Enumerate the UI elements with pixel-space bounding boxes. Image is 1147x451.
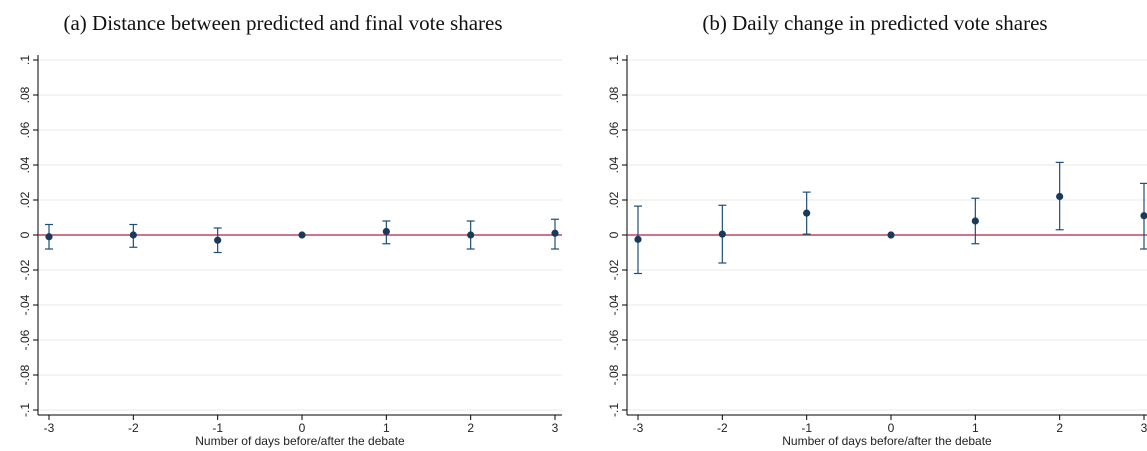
panel-b-x-tick-label: 0 (888, 421, 895, 435)
panel-b-y-tick-label: .02 (607, 191, 621, 208)
panel-a-y-tick-label: -.08 (18, 364, 32, 385)
panel-b-point (1056, 192, 1064, 201)
panel-b-point (887, 231, 895, 239)
panel-a-y-tick-label: .02 (18, 191, 32, 208)
panel-b-x-tick-label: 3 (1141, 421, 1147, 435)
panel-b-x-tick-label: 2 (1056, 421, 1063, 435)
panel-a-y-tick-label: .04 (18, 156, 32, 173)
panel-b-point (803, 209, 811, 217)
panel-b-point (971, 217, 979, 225)
panel-b-title: (b) Daily change in predicted vote share… (702, 11, 1047, 35)
panel-a-y-tick-label: 0 (18, 231, 32, 238)
panel-b-y-tick-label: .1 (607, 55, 621, 65)
panel-a-point (298, 231, 306, 239)
panel-b-y-tick-label: -.1 (607, 403, 621, 417)
panel-a-title: (a) Distance between predicted and final… (63, 11, 502, 35)
panel-b-x-tick-label: -1 (801, 421, 812, 435)
panel-b-y-tick-label: -.06 (607, 329, 621, 350)
panel-b-y-tick-label: -.02 (607, 259, 621, 280)
panel-a-x-tick-label: -1 (212, 421, 223, 435)
panel-a-point (467, 231, 475, 239)
panel-a-point (382, 227, 390, 236)
panel-b-point (1140, 212, 1147, 220)
panel-b-x-tick-label: -2 (717, 421, 728, 435)
panel-a-point (551, 229, 559, 237)
panel-b-y-tick-label: .04 (607, 156, 621, 173)
panel-b-y-tick-label: -.08 (607, 364, 621, 385)
panel-b-y-tick-label: -.04 (607, 294, 621, 315)
panel-a-y-tick-label: -.04 (18, 294, 32, 315)
panel-b-plot: -.1 -.08 -.06 -.04 -.02 0 .02 .04 .06 .08 .1 -3 -2 -1… (607, 55, 1147, 448)
panel-a-y-tick-label: -.1 (18, 403, 32, 417)
panel-a-point (45, 233, 53, 241)
panel-b-x-tick-label: -3 (633, 421, 644, 435)
panel-a-point (214, 236, 222, 244)
panel-b-x-axis-label: Number of days before/after the debate (782, 434, 992, 448)
panel-a-y-tick-label: .06 (18, 121, 32, 138)
panel-a-x-tick-label: 1 (383, 421, 390, 435)
panel-b-y-tick-label: .06 (607, 121, 621, 138)
panel-a-x-tick-label: 3 (552, 421, 559, 435)
panel-a-x-axis-label: Number of days before/after the debate (195, 434, 405, 448)
panel-a-y-tick-label: .08 (18, 86, 32, 103)
panel-b-y-tick-label: 0 (607, 231, 621, 238)
panel-a-y-tick-label: -.02 (18, 259, 32, 280)
panel-a-x-tick-label: -2 (128, 421, 139, 435)
panel-a-y-tick-label: -.06 (18, 329, 32, 350)
panel-b-y-tick-label: .08 (607, 86, 621, 103)
panel-b-x-tick-label: 1 (972, 421, 979, 435)
panel-a-x-tick-label: 0 (299, 421, 306, 435)
panel-a-point (129, 231, 137, 239)
panel-a-x-tick-label: -3 (44, 421, 55, 435)
panel-b-point (634, 235, 642, 243)
panel-a-x-tick-label: 2 (467, 421, 474, 435)
panel-a-y-tick-label: .1 (18, 55, 32, 65)
panel-a-plot: -.1 -.08 -.06 -.04 -.02 0 .02 .04 .06 .08 .1 -3 -2 -1… (18, 55, 562, 448)
panel-b-point (718, 230, 726, 238)
